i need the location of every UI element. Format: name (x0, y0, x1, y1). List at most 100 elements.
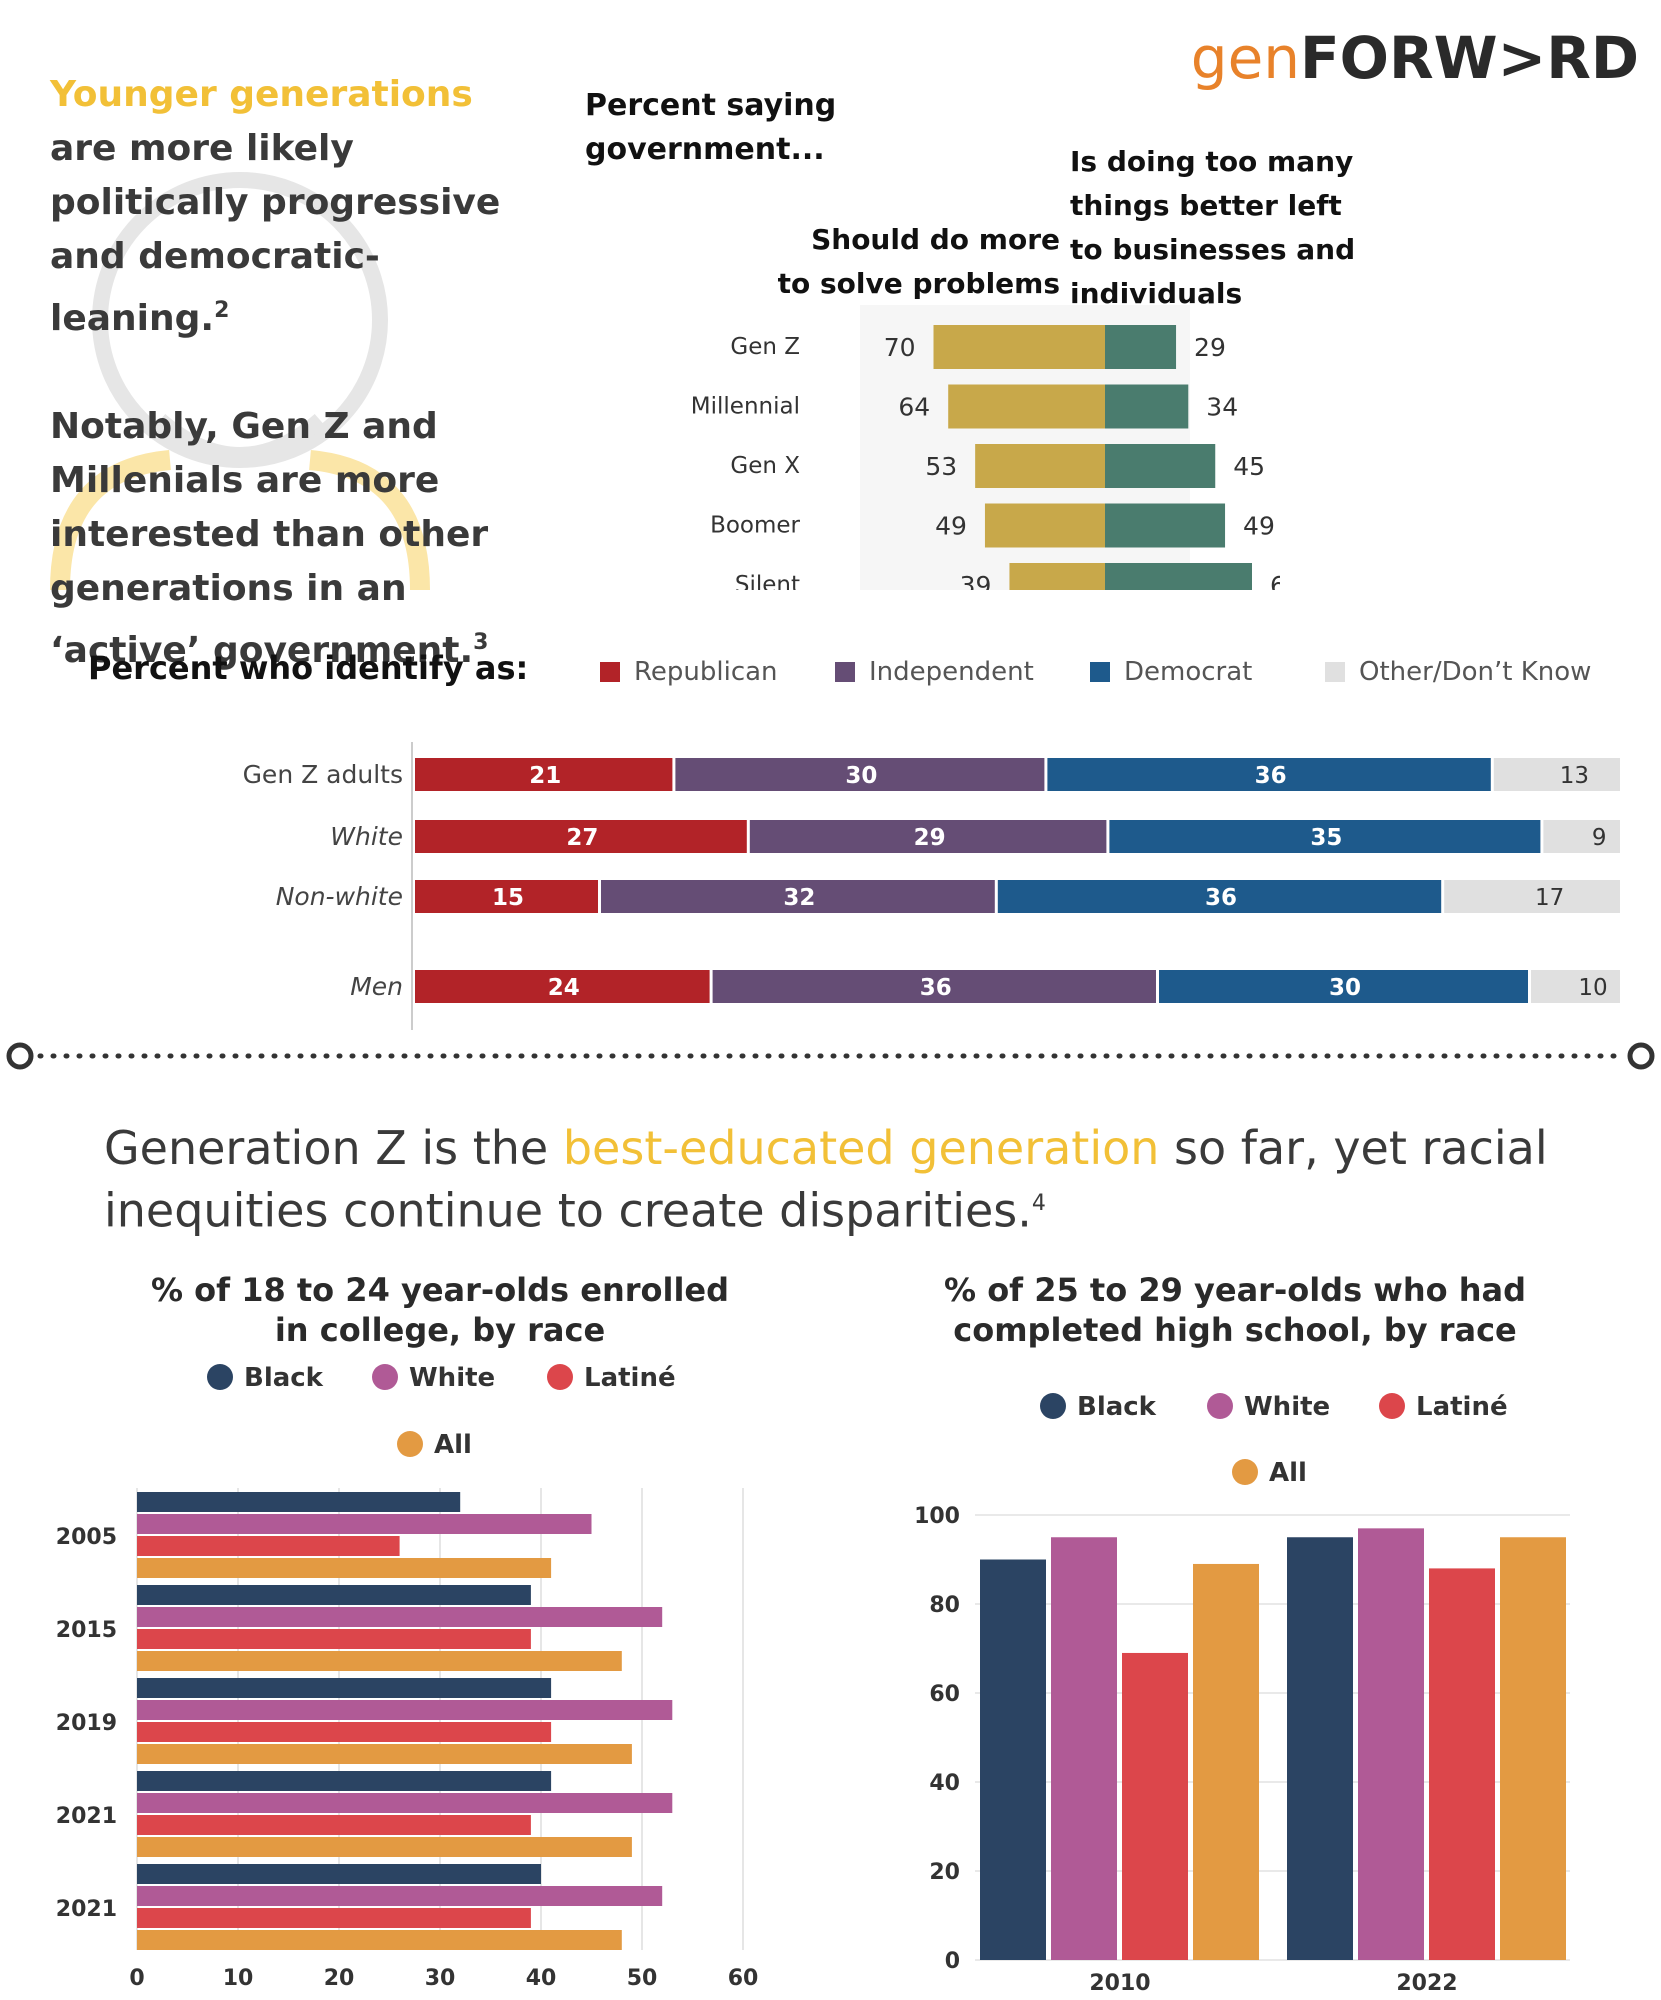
chart2-value-label: 10 (1578, 975, 1607, 1001)
chart3-bar (137, 1793, 673, 1813)
chart4-legend-dot (1232, 1459, 1258, 1485)
chart1-bar-more (984, 503, 1105, 548)
chart1-bar-more (975, 444, 1105, 488)
chart2-value-label: 21 (529, 763, 561, 789)
chart4-legend-label: All (1269, 1458, 1307, 1488)
chart3-bar (137, 1886, 663, 1906)
chart2-category-label: White (330, 822, 403, 851)
chart1-value-less: 29 (1194, 333, 1226, 362)
chart2-legend-swatch (1325, 662, 1345, 682)
chart2-value-label: 17 (1535, 885, 1564, 911)
decorative-person-outline (50, 172, 430, 591)
chart4-legend-dot (1207, 1393, 1233, 1419)
chart1-value-less: 60 (1270, 571, 1280, 590)
chart4-tick-label: 60 (929, 1682, 960, 1707)
chart4-legend-dot (1040, 1393, 1066, 1419)
chart2-category-label: Men (350, 972, 403, 1001)
chart4-tick-label: 0 (945, 1949, 960, 1974)
chart2-bar-segment (601, 880, 995, 913)
chart4-title: % of 25 to 29 year-olds who had complete… (943, 1271, 1527, 1349)
chart3-bar (137, 1908, 531, 1928)
chart2-bar-segment (1444, 880, 1620, 913)
chart1-value-more: 49 (935, 512, 967, 541)
chart1-value-more: 64 (898, 393, 930, 422)
chart4-bar (1122, 1652, 1188, 1960)
chart1-series2-label: Is doing too many things better left to … (1070, 145, 1356, 310)
chart3-bar (137, 1837, 632, 1857)
chart3-bar (137, 1864, 541, 1884)
chart-college-enrollment: Black White Latiné All 0 10 20 30 40 50 60 2005 2015… (56, 1363, 759, 1991)
chart4-bar (1287, 1537, 1353, 1960)
chart3-bar (137, 1700, 673, 1720)
chart1-title: Percent saying government... (585, 88, 837, 167)
chart4-legend-label: Black (1077, 1392, 1157, 1422)
chart4-bar (1358, 1528, 1424, 1960)
chart2-value-label: 35 (1310, 825, 1342, 851)
chart3-legend-dot (207, 1364, 233, 1390)
chart1-category-label: Millennial (691, 394, 800, 420)
chart1-series1-label: Should do more to solve problems (777, 223, 1060, 300)
chart3-bar (137, 1771, 552, 1791)
chart4-tick-label: 80 (929, 1593, 960, 1618)
chart-party-identification: Republican Independent Democrat Other/Don’t… (243, 657, 1620, 1030)
intro-highlight: Younger generations (50, 74, 473, 115)
chart2-bar-segment (675, 758, 1045, 791)
intro-paragraph-2-text: Notably, Gen Z and Millenials are more i… (50, 406, 489, 671)
chart2-bar-segment (415, 880, 598, 913)
chart3-bar (137, 1815, 531, 1835)
chart4-legend-label: Latiné (1416, 1392, 1508, 1422)
chart1-value-less: 45 (1233, 452, 1265, 481)
chart3-category-label: 2019 (56, 1711, 117, 1736)
chart2-bar-segment (1531, 970, 1620, 1003)
section2-heading: Generation Z is the best-educated genera… (104, 1120, 1604, 1238)
chart4-bar (1500, 1537, 1566, 1960)
chart2-category-label: Non-white (276, 882, 403, 911)
chart3-legend-label: Latiné (584, 1363, 676, 1393)
chart3-legend-dot (547, 1364, 573, 1390)
chart3-bar (137, 1744, 632, 1764)
chart-high-school-completion: Black White Latiné All 0 20 40 60 80 100 2010 2022 (914, 1392, 1570, 1996)
chart1-bar-less (1105, 384, 1189, 429)
chart2-value-label: 9 (1592, 825, 1607, 851)
chart2-bar-segment (1109, 820, 1541, 853)
chart4-legend-label: White (1244, 1392, 1330, 1422)
chart1-bar-less (1105, 444, 1216, 488)
chart4-bar (1193, 1563, 1259, 1960)
chart4-bar (1051, 1537, 1117, 1960)
chart2-bar-segment (749, 820, 1107, 853)
chart2-bar-segment (1159, 970, 1528, 1003)
chart2-category-label: Gen Z adults (243, 760, 403, 789)
chart2-value-label: 13 (1560, 763, 1589, 789)
chart1-value-more: 53 (925, 452, 957, 481)
chart3-legend-label: All (434, 1430, 472, 1460)
chart3-legend-label: White (409, 1363, 495, 1393)
chart2-bar-segment (1047, 758, 1491, 791)
chart2-bar-segment (1493, 758, 1620, 791)
chart1-category-label: Boomer (710, 513, 800, 539)
chart2-value-label: 32 (783, 885, 815, 911)
chart3-tick-label: 10 (223, 1966, 254, 1991)
chart1-bar-more (1009, 563, 1105, 590)
chart3-bar (137, 1558, 552, 1578)
chart2-legend-label: Republican (634, 657, 778, 687)
chart3-title: % of 18 to 24 year-olds enrolled in coll… (150, 1271, 730, 1349)
chart4-tick-label: 100 (914, 1504, 960, 1529)
chart3-bar (137, 1585, 531, 1605)
chart1-category-label: Gen X (730, 453, 800, 479)
chart2-bar-segment (415, 970, 710, 1003)
footnote-2: 2 (214, 298, 230, 323)
intro-paragraph-2: Notably, Gen Z and Millenials are more i… (50, 400, 520, 678)
chart1-value-less: 49 (1243, 512, 1275, 541)
chart3-category-label: 2005 (56, 1525, 117, 1550)
chart4-bar (1429, 1568, 1495, 1960)
chart3-legend-dot (372, 1364, 398, 1390)
chart2-legend-label: Independent (869, 657, 1034, 687)
chart3-bar (137, 1722, 552, 1742)
chart1-bar-more (933, 325, 1105, 369)
chart2-bar-segment (712, 970, 1156, 1003)
chart1-bar-less (1105, 503, 1226, 548)
chart2-value-label: 30 (845, 763, 877, 789)
chart4-category-label: 2022 (1396, 1971, 1457, 1996)
chart1-value-more: 70 (884, 333, 916, 362)
chart3-tick-label: 30 (425, 1966, 456, 1991)
